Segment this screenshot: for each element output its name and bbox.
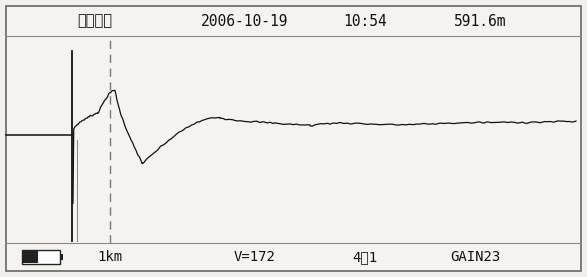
Text: V=172: V=172 bbox=[234, 250, 276, 264]
Bar bbox=[60, 254, 63, 260]
Text: 10:54: 10:54 bbox=[343, 14, 387, 29]
Text: 脉冲电流: 脉冲电流 bbox=[77, 14, 113, 29]
Text: 4：1: 4：1 bbox=[352, 250, 377, 264]
Text: 591.6m: 591.6m bbox=[454, 14, 506, 29]
Text: GAIN23: GAIN23 bbox=[450, 250, 500, 264]
Bar bbox=[23, 251, 38, 263]
Text: 2006-10-19: 2006-10-19 bbox=[201, 14, 289, 29]
Text: 1km: 1km bbox=[97, 250, 123, 264]
Bar bbox=[22, 250, 60, 264]
